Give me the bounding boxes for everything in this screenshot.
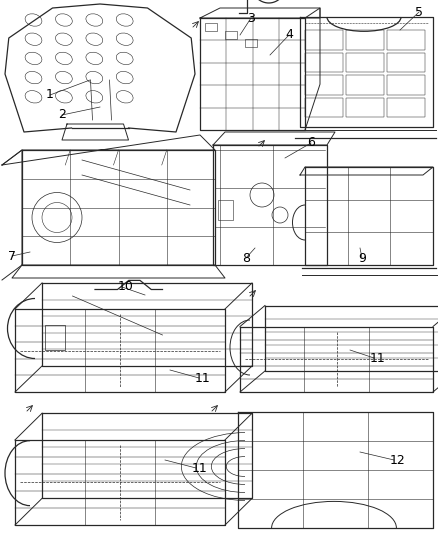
Bar xyxy=(305,98,343,117)
Text: 7: 7 xyxy=(8,249,16,262)
Bar xyxy=(45,325,65,350)
Text: 2: 2 xyxy=(58,109,66,122)
Bar xyxy=(387,98,425,117)
Bar xyxy=(205,23,217,31)
Text: 3: 3 xyxy=(247,12,255,25)
Text: 12: 12 xyxy=(390,454,406,466)
Bar xyxy=(245,39,257,47)
Bar xyxy=(346,52,384,72)
Bar xyxy=(305,52,343,72)
Text: 10: 10 xyxy=(118,280,134,294)
Bar xyxy=(305,30,343,50)
Bar xyxy=(387,30,425,50)
Bar xyxy=(225,31,237,39)
Text: 5: 5 xyxy=(415,5,423,19)
Bar xyxy=(305,75,343,94)
Text: 4: 4 xyxy=(285,28,293,42)
Text: 11: 11 xyxy=(195,372,211,384)
Text: 9: 9 xyxy=(358,252,366,264)
Bar xyxy=(346,30,384,50)
Bar xyxy=(346,75,384,94)
Text: 11: 11 xyxy=(192,462,208,474)
Text: 1: 1 xyxy=(46,88,54,101)
Text: 8: 8 xyxy=(242,252,250,264)
Text: 11: 11 xyxy=(370,351,386,365)
Bar xyxy=(387,75,425,94)
Text: 6: 6 xyxy=(307,136,315,149)
Bar xyxy=(387,52,425,72)
Bar xyxy=(218,200,233,220)
Bar xyxy=(346,98,384,117)
